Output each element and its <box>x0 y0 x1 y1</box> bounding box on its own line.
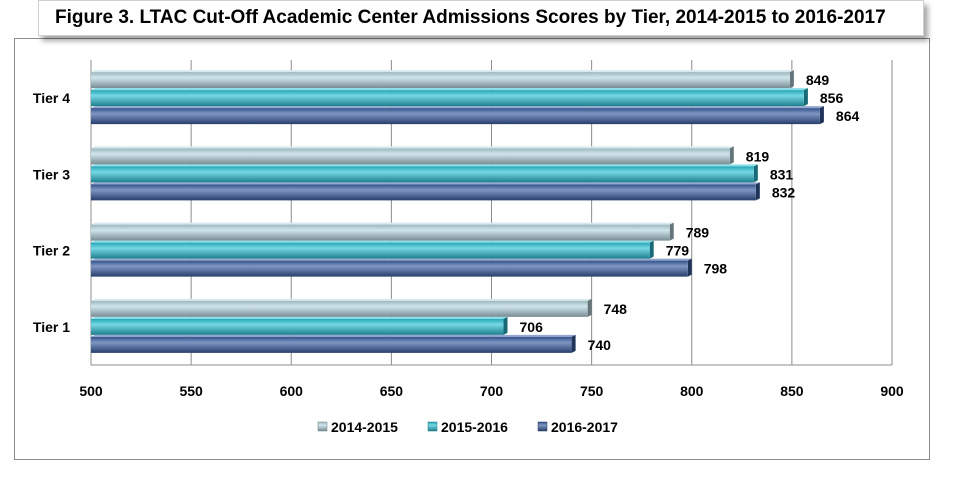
x-tick-label: 750 <box>580 383 604 399</box>
data-label: 856 <box>820 90 844 106</box>
bar-top-face <box>91 298 592 301</box>
legend-label: 2015-2016 <box>441 419 508 435</box>
data-label: 832 <box>772 184 796 200</box>
bar-end-face <box>649 240 654 259</box>
bar <box>91 260 688 277</box>
legend-label: 2014-2015 <box>331 419 398 435</box>
bar-top-face <box>91 106 824 109</box>
bar-end-face <box>789 70 794 89</box>
category-label: Tier 3 <box>33 166 70 182</box>
bar <box>91 224 670 241</box>
data-label: 831 <box>770 166 794 182</box>
bar-end-face <box>571 334 576 353</box>
data-label: 789 <box>686 225 710 241</box>
bar-top-face <box>91 146 734 149</box>
legend-label: 2016-2017 <box>551 419 618 435</box>
x-tick-label: 800 <box>680 383 704 399</box>
title-box: Figure 3. LTAC Cut-Off Academic Center A… <box>38 0 924 36</box>
bar-top-face <box>91 70 794 73</box>
bar-top-face <box>91 88 808 91</box>
bar-top-face <box>91 316 508 319</box>
data-label: 798 <box>704 261 728 277</box>
x-tick-label: 650 <box>380 383 404 399</box>
chart-title: Figure 3. LTAC Cut-Off Academic Center A… <box>55 7 886 28</box>
x-tick-label: 850 <box>780 383 804 399</box>
bar <box>91 300 588 317</box>
category-label: Tier 4 <box>33 90 70 106</box>
bar <box>91 148 730 165</box>
bar-end-face <box>729 146 734 165</box>
category-label: Tier 1 <box>33 319 70 335</box>
bar <box>91 90 804 107</box>
data-label: 706 <box>520 319 544 335</box>
axes: 500 550 600 650 700 750 800 850 900 Tier 1 Tier 2 T… <box>33 60 904 399</box>
bar <box>91 242 650 259</box>
bar-end-face <box>755 182 760 201</box>
x-tick-label: 900 <box>880 383 904 399</box>
bar-top-face <box>91 164 758 167</box>
bar <box>91 184 756 201</box>
data-label: 740 <box>588 337 612 353</box>
bar <box>91 108 820 125</box>
data-label: 864 <box>836 108 860 124</box>
legend-swatch <box>317 421 328 432</box>
bar <box>91 166 754 183</box>
bar-top-face <box>91 334 576 337</box>
bar-end-face <box>819 106 824 125</box>
category-label: Tier 2 <box>33 243 70 259</box>
bars <box>91 70 824 353</box>
data-label: 779 <box>666 243 690 259</box>
x-tick-label: 500 <box>79 383 103 399</box>
x-tick-label: 600 <box>280 383 304 399</box>
legend-swatch <box>427 421 438 432</box>
x-tick-label: 700 <box>480 383 504 399</box>
legend-swatch <box>537 421 548 432</box>
bar <box>91 318 504 335</box>
bar-top-face <box>91 258 692 261</box>
data-label: 849 <box>806 72 830 88</box>
data-label: 748 <box>604 301 628 317</box>
bar-top-face <box>91 222 674 225</box>
bar-end-face <box>803 88 808 107</box>
bar-end-face <box>503 316 508 335</box>
legend: 2014-2015 2015-2016 2016-2017 <box>317 419 618 435</box>
bar-top-face <box>91 182 760 185</box>
bar-end-face <box>687 258 692 277</box>
data-label: 819 <box>746 148 770 164</box>
bar <box>91 72 790 89</box>
bar-top-face <box>91 240 654 243</box>
bar-end-face <box>587 298 592 317</box>
bar <box>91 336 572 353</box>
bar-end-face <box>669 222 674 241</box>
bar-end-face <box>753 164 758 183</box>
x-tick-label: 550 <box>179 383 203 399</box>
